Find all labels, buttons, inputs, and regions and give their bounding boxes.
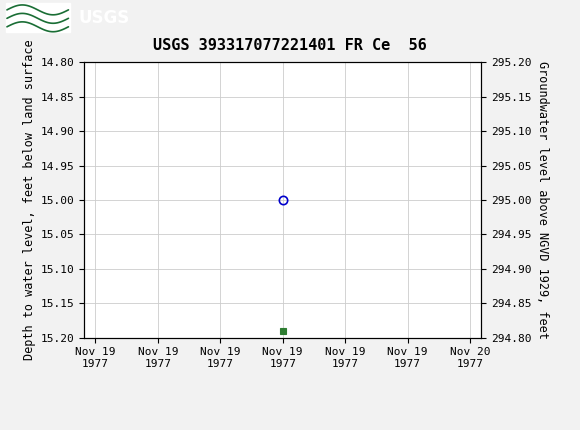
Text: USGS: USGS: [78, 9, 129, 27]
FancyBboxPatch shape: [6, 3, 70, 32]
Y-axis label: Groundwater level above NGVD 1929, feet: Groundwater level above NGVD 1929, feet: [536, 61, 549, 339]
Legend: Period of approved data: Period of approved data: [184, 429, 382, 430]
Text: USGS 393317077221401 FR Ce  56: USGS 393317077221401 FR Ce 56: [153, 38, 427, 52]
Y-axis label: Depth to water level, feet below land surface: Depth to water level, feet below land su…: [23, 40, 37, 360]
